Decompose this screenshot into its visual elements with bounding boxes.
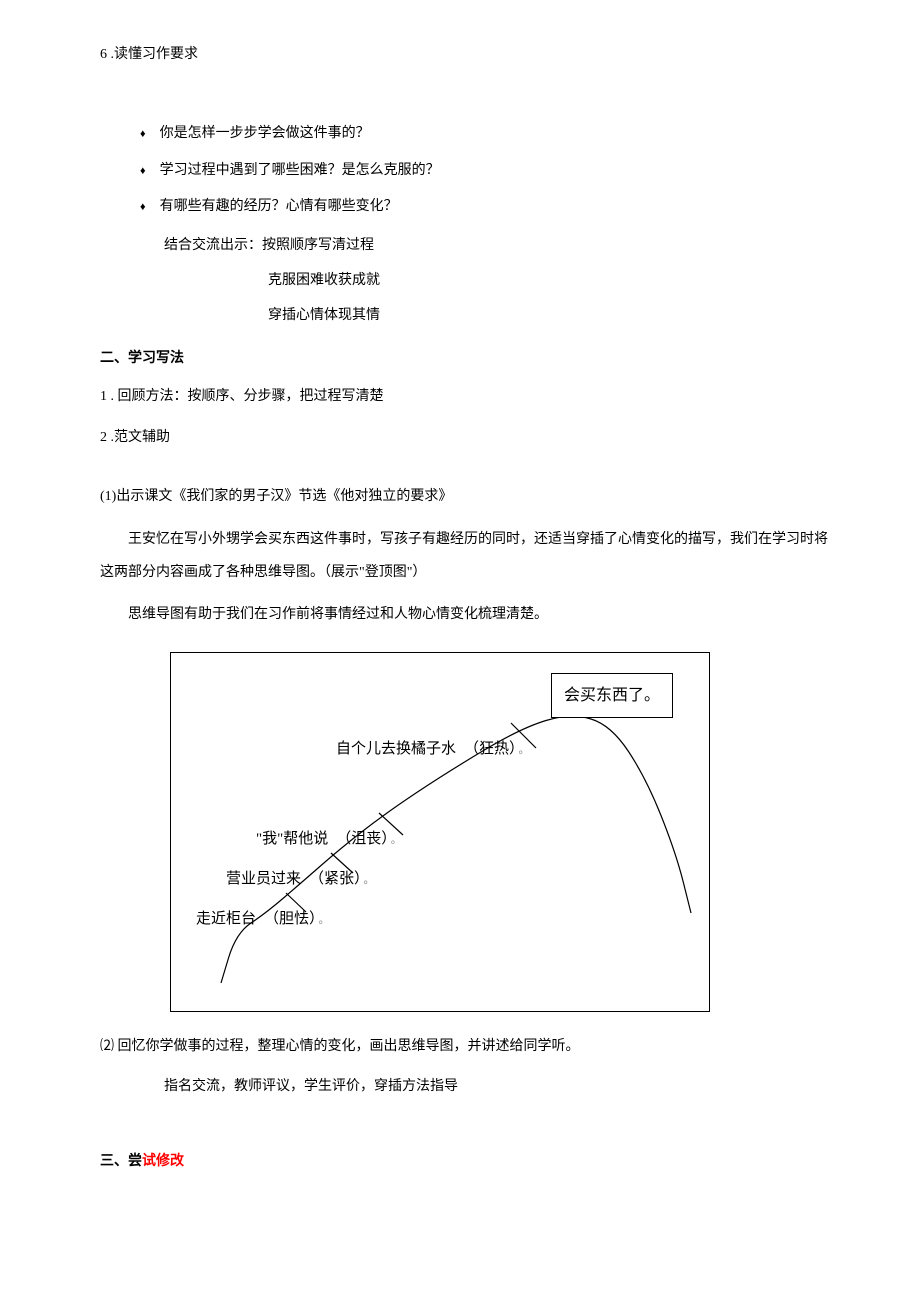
bullet-list: 你是怎样一步步学会做这件事的？ 学习过程中遇到了哪些困难？是怎么克服的？ 有哪些…: [140, 119, 830, 223]
bullet-text: 有哪些有趣的经历？心情有哪些变化？: [160, 199, 398, 214]
diagram-label: 走近柜台 （胆怯）。: [196, 903, 330, 936]
diagram-label-emotion: （狂热）: [464, 741, 517, 757]
diagram-label-text: 自个儿去换橘子水: [336, 741, 456, 757]
bullet-text: 你是怎样一步步学会做这件事的？: [160, 126, 370, 141]
section2-sub1-para: 王安忆在写小外甥学会买东西这件事时，写孩子有趣经历的同时，还适当穿插了心情变化的…: [100, 523, 830, 590]
section2-sub2-text: 指名交流，教师评议，学生评价，穿插方法指导: [164, 1072, 830, 1103]
diagram-label-emotion: （紧张）: [309, 871, 362, 887]
diagram-label-suffix: 。: [364, 874, 375, 886]
section2-item1: 1 . 回顾方法：按顺序、分步骤，把过程写清楚: [100, 382, 830, 413]
diagram-label-suffix: 。: [391, 834, 402, 846]
diagram-label-suffix: 。: [519, 744, 530, 756]
combine-sub1: 克服困难收获成就: [268, 266, 830, 297]
section2-heading: 二、学习写法: [100, 344, 830, 375]
diagram-title-box: 会买东西了。: [551, 673, 673, 718]
bullet-text: 学习过程中遇到了哪些困难？是怎么克服的？: [160, 163, 440, 178]
diagram-title-text: 会买东西了。: [564, 687, 660, 704]
section3-heading: 三、尝试修改: [100, 1147, 830, 1178]
section2-sub1-label: (1)出示课文《我们家的男子汉》节选《他对独立的要求》: [100, 482, 830, 513]
diagram-label-text: "我"帮他说: [256, 831, 328, 847]
bullet-item-1: 你是怎样一步步学会做这件事的？: [140, 119, 830, 150]
diagram-label-suffix: 。: [319, 914, 330, 926]
section2-sub2-label: ⑵ 回忆你学做事的过程，整理心情的变化，画出思维导图，并讲述给同学听。: [100, 1032, 830, 1063]
bullet-item-3: 有哪些有趣的经历？心情有哪些变化？: [140, 192, 830, 223]
diagram-label: 营业员过来 （紧张）。: [226, 863, 375, 896]
section2-sub1-para2: 思维导图有助于我们在习作前将事情经过和人物心情变化梳理清楚。: [100, 598, 830, 632]
section3-red: 试修改: [142, 1154, 184, 1169]
diagram-label-text: 营业员过来: [226, 871, 301, 887]
mountain-diagram: 会买东西了。 自个儿去换橘子水（狂热）。"我"帮他说（沮丧）。营业员过来（紧张）…: [170, 652, 710, 1012]
section3-prefix: 三、尝: [100, 1154, 142, 1169]
bullet-item-2: 学习过程中遇到了哪些困难？是怎么克服的？: [140, 156, 830, 187]
diagram-label-emotion: （胆怯）: [264, 911, 317, 927]
diagram-label-emotion: （沮丧）: [336, 831, 389, 847]
diagram-label: "我"帮他说 （沮丧）。: [256, 823, 402, 856]
diagram-label: 自个儿去换橘子水 （狂热）。: [336, 733, 530, 766]
section2-item2: 2 .范文辅助: [100, 423, 830, 454]
combine-sub2: 穿插心情体现其情: [268, 301, 830, 332]
diagram-label-text: 走近柜台: [196, 911, 256, 927]
item-6: 6 .读懂习作要求: [100, 40, 830, 71]
combine-line: 结合交流出示：按照顺序写清过程: [164, 231, 830, 262]
